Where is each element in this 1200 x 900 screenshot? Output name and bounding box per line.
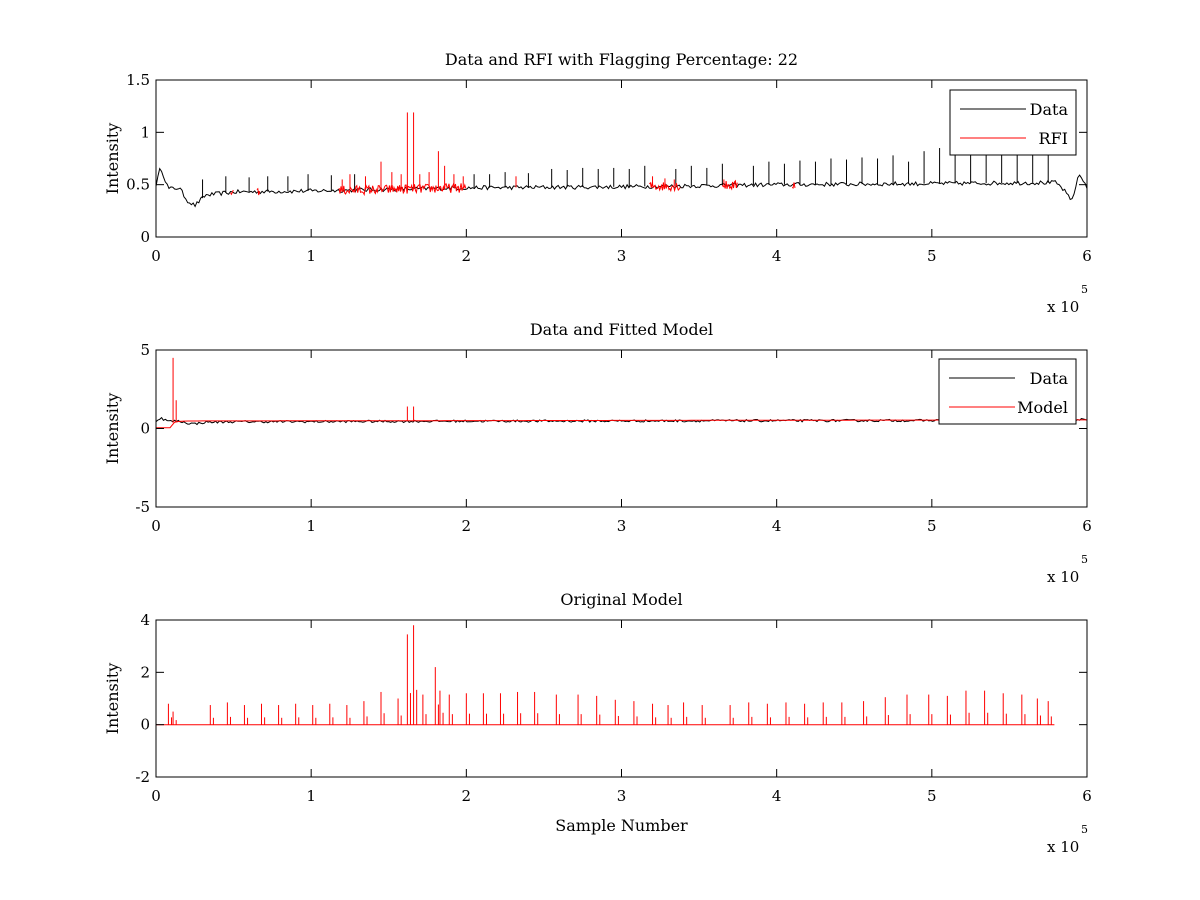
series-model [156, 357, 1087, 429]
legend: Data Model [938, 358, 1077, 425]
legend-label: Model [1017, 398, 1068, 417]
series-trace [156, 167, 1087, 208]
series-rfi [230, 112, 796, 197]
y-axis-label: Intensity [103, 123, 122, 195]
x-tick-label: 2 [462, 787, 472, 805]
x-axis-label: Sample Number [555, 816, 688, 835]
x-tick-label: 4 [772, 517, 782, 535]
x-exponent: x 10 [1047, 298, 1079, 316]
subplot-1: 0 1 2 3 4 5 6 0 0.5 1 1.5 Data and RFI with Flaggin… [103, 50, 1092, 316]
rfi-segment [721, 179, 738, 191]
plot-area [156, 625, 1055, 726]
legend: Data RFI [949, 89, 1077, 156]
x-tick-label: 5 [927, 247, 937, 265]
x-tick-label: 5 [927, 787, 937, 805]
y-tick-label: 5 [140, 341, 150, 359]
x-exponent-power: 5 [1081, 823, 1088, 836]
y-tick-label: 4 [140, 611, 150, 629]
x-tick-label: 4 [772, 247, 782, 265]
y-tick-label: -2 [135, 768, 150, 786]
legend-label: Data [1030, 369, 1069, 388]
x-tick-label: 5 [927, 517, 937, 535]
rfi-segment [256, 187, 261, 196]
plot-area [156, 112, 1087, 208]
x-exponent: x 10 [1047, 838, 1079, 856]
chart-title: Original Model [560, 590, 682, 609]
legend-box [938, 358, 1077, 425]
y-tick-label: -5 [135, 498, 150, 516]
x-tick-label: 3 [617, 787, 627, 805]
y-tick-label: 2 [140, 663, 150, 681]
y-tick-label: 1.5 [126, 71, 150, 89]
x-tick-label: 1 [306, 247, 316, 265]
chart-title: Data and RFI with Flagging Percentage: 2… [445, 50, 798, 69]
series-original-model [156, 625, 1055, 726]
x-tick-label: 0 [151, 787, 161, 805]
y-axis-label: Intensity [103, 663, 122, 735]
series-data [156, 148, 1087, 208]
x-exponent: x 10 [1047, 568, 1079, 586]
legend-box [949, 89, 1077, 156]
chart-title: Data and Fitted Model [530, 320, 713, 339]
y-tick-label: 0 [140, 716, 150, 734]
x-exponent-power: 5 [1081, 283, 1088, 296]
x-tick-label: 1 [306, 787, 316, 805]
x-tick-label: 2 [462, 517, 472, 535]
x-tick-label: 6 [1082, 247, 1092, 265]
y-tick-label: 1 [140, 123, 150, 141]
x-tick-label: 4 [772, 787, 782, 805]
x-tick-label: 6 [1082, 517, 1092, 535]
x-tick-label: 3 [617, 247, 627, 265]
y-tick-label: 0 [140, 228, 150, 246]
y-tick-label: 0.5 [126, 176, 150, 194]
y-axis-label: Intensity [103, 393, 122, 465]
x-tick-label: 0 [151, 247, 161, 265]
rfi-segment [230, 189, 234, 196]
legend-label: RFI [1039, 129, 1068, 148]
x-tick-label: 1 [306, 517, 316, 535]
x-tick-label: 2 [462, 247, 472, 265]
rfi-segment [649, 181, 681, 193]
x-exponent-power: 5 [1081, 553, 1088, 566]
y-tick-label: 0 [140, 420, 150, 438]
rfi-segment [791, 182, 796, 189]
legend-label: Data [1030, 100, 1069, 119]
x-tick-label: 6 [1082, 787, 1092, 805]
x-tick-label: 0 [151, 517, 161, 535]
subplots: 0 1 2 3 4 5 6 0 0.5 1 1.5 Data and RFI with Flaggin… [103, 50, 1092, 856]
series-trace [156, 419, 1087, 429]
plot-area [156, 357, 1087, 429]
x-tick-label: 3 [617, 517, 627, 535]
